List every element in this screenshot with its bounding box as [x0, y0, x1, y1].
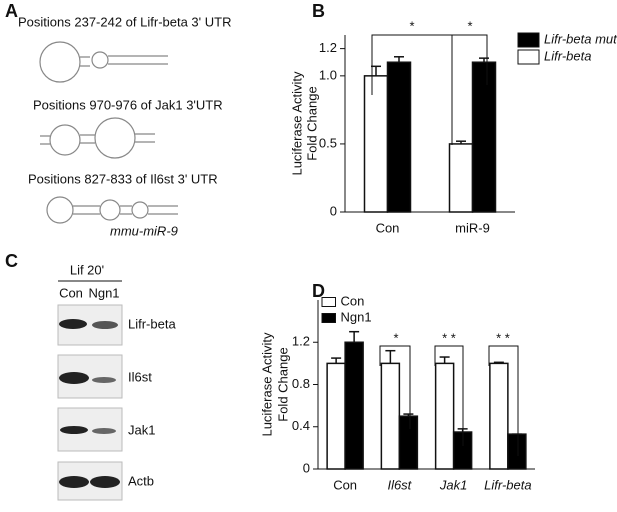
- legend-label: Lifr-beta mut: [544, 31, 617, 46]
- x-tick-label: Il6st: [387, 477, 412, 492]
- legend-swatch: [321, 297, 336, 307]
- rna-structures: [39, 41, 178, 224]
- y-tick-label: 0: [303, 460, 310, 475]
- legend-swatch: [321, 313, 336, 323]
- significance-bracket: [434, 345, 464, 446]
- y-axis-label: Luciferase Activity: [289, 71, 304, 176]
- bar: [363, 75, 389, 213]
- site-label: Positions 827-833 of Il6st 3' UTR: [28, 171, 218, 186]
- bar: [434, 362, 455, 470]
- significance-mark: *: [409, 18, 414, 33]
- legend-swatch: [517, 32, 540, 48]
- x-tick-label: Con: [376, 220, 400, 235]
- panel-label: B: [312, 1, 325, 21]
- lane-label: Ngn1: [88, 285, 119, 300]
- protein-label: Il6st: [128, 369, 152, 384]
- bar: [344, 341, 364, 470]
- bar: [386, 61, 412, 213]
- site-label: Positions 970-976 of Jak1 3'UTR: [33, 97, 223, 112]
- y-tick-label: 1.0: [319, 67, 337, 82]
- blots: [57, 304, 123, 501]
- legend-swatch: [517, 49, 540, 65]
- significance-bracket: [488, 345, 519, 456]
- bar: [489, 362, 509, 470]
- lane-label: Con: [59, 285, 83, 300]
- protein-label: Lifr-beta: [128, 316, 176, 331]
- x-tick-label: miR-9: [455, 220, 490, 235]
- significance-bracket: [379, 345, 411, 429]
- bar: [380, 362, 401, 470]
- panel-label: A: [5, 1, 18, 21]
- protein-label: Actb: [128, 473, 154, 488]
- x-tick-label: Jak1: [439, 477, 467, 492]
- bar: [398, 415, 419, 470]
- y-tick-label: 0.5: [319, 135, 337, 150]
- bar: [471, 61, 497, 213]
- y-tick-label: 1.2: [292, 334, 310, 349]
- significance-mark: *: [393, 330, 398, 345]
- panel-label: D: [312, 281, 325, 301]
- y-axis-label: Luciferase Activity: [259, 332, 274, 437]
- bar: [326, 362, 346, 470]
- y-tick-label: 1.2: [319, 40, 337, 55]
- x-tick-label: Lifr-beta: [484, 477, 531, 492]
- legend-label: Con: [341, 293, 365, 308]
- y-tick-label: 0.8: [292, 376, 310, 391]
- significance-mark: * *: [496, 330, 510, 345]
- y-axis-label: Fold Change: [275, 347, 290, 421]
- y-tick-label: 0.4: [292, 418, 310, 433]
- significance-mark: *: [467, 18, 472, 33]
- mirna-label: mmu-miR-9: [110, 223, 178, 238]
- y-axis-label: Fold Change: [304, 86, 319, 160]
- y-tick-label: 0: [330, 203, 337, 218]
- panel-label: C: [5, 251, 18, 271]
- site-label: Positions 237-242 of Lifr-beta 3' UTR: [18, 14, 231, 29]
- legend-label: Ngn1: [341, 309, 372, 324]
- significance-bracket: [451, 34, 488, 145]
- legend-label: Lifr-beta: [544, 48, 591, 63]
- protein-label: Jak1: [128, 422, 155, 437]
- bar: [507, 433, 527, 470]
- x-tick-label: Con: [333, 477, 357, 492]
- treatment-label: Lif 20': [70, 262, 104, 277]
- bar: [448, 143, 474, 213]
- significance-mark: * *: [442, 330, 456, 345]
